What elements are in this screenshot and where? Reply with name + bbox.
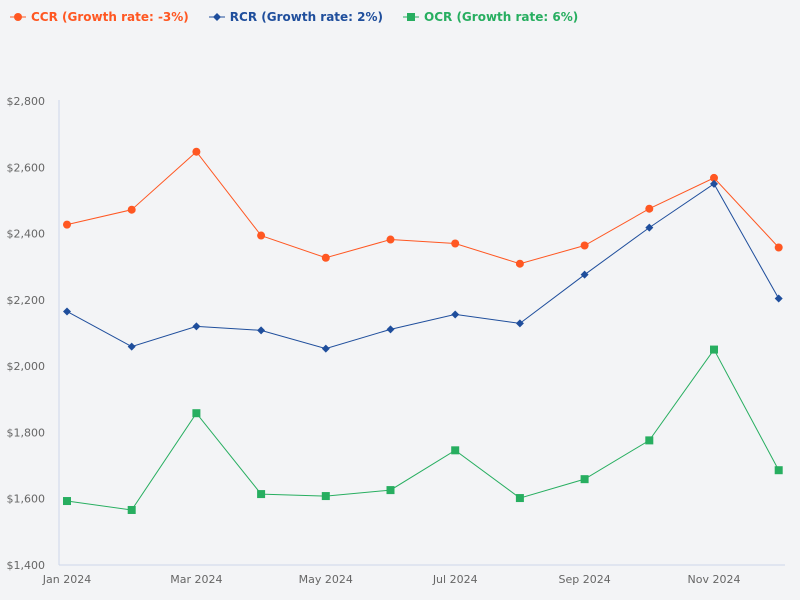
data-point bbox=[451, 310, 460, 319]
data-point bbox=[192, 322, 201, 331]
data-point bbox=[127, 205, 136, 214]
data-point bbox=[515, 494, 524, 503]
data-point bbox=[386, 235, 395, 244]
data-point bbox=[515, 319, 524, 328]
data-point bbox=[63, 307, 71, 316]
y-tick-label: $1,800 bbox=[7, 426, 46, 439]
x-tick-label: Mar 2024 bbox=[170, 573, 222, 586]
data-point bbox=[321, 253, 330, 262]
data-point bbox=[580, 241, 589, 250]
data-point bbox=[63, 497, 71, 506]
data-point bbox=[580, 270, 589, 279]
y-tick-label: $2,400 bbox=[7, 228, 46, 241]
data-point bbox=[710, 173, 718, 182]
x-tick-label: May 2024 bbox=[299, 573, 353, 586]
data-point bbox=[386, 325, 395, 334]
legend-item[interactable]: RCR (Growth rate: 2%) bbox=[208, 10, 384, 24]
series-line bbox=[66, 150, 780, 265]
data-point bbox=[192, 409, 201, 418]
data-point bbox=[257, 490, 266, 499]
y-tick-label: $2,200 bbox=[7, 294, 46, 307]
legend-label: CCR (Growth rate: -3%) bbox=[31, 10, 189, 24]
legend-label: OCR (Growth rate: 6%) bbox=[424, 10, 579, 24]
x-tick-label: Jan 2024 bbox=[42, 573, 91, 586]
data-point bbox=[710, 179, 718, 188]
data-point bbox=[645, 223, 654, 232]
circle-marker-icon bbox=[10, 13, 26, 21]
legend: CCR (Growth rate: -3%) RCR (Growth rate: … bbox=[10, 10, 578, 24]
x-tick-label: Nov 2024 bbox=[688, 573, 741, 586]
legend-item[interactable]: CCR (Growth rate: -3%) bbox=[10, 10, 189, 24]
data-point bbox=[710, 345, 718, 354]
diamond-marker-icon bbox=[208, 13, 225, 21]
series-line bbox=[66, 348, 780, 511]
y-tick-label: $2,000 bbox=[7, 360, 46, 373]
data-point bbox=[515, 259, 524, 268]
legend-label: RCR (Growth rate: 2%) bbox=[229, 10, 384, 24]
square-marker-icon bbox=[403, 13, 420, 21]
x-tick-label: Sep 2024 bbox=[558, 573, 610, 586]
data-point bbox=[774, 294, 783, 303]
data-point bbox=[257, 326, 266, 335]
y-tick-label: $2,600 bbox=[7, 161, 46, 174]
data-point bbox=[580, 475, 589, 484]
data-point bbox=[386, 486, 395, 495]
data-point bbox=[257, 231, 266, 240]
y-tick-label: $1,600 bbox=[7, 493, 46, 506]
data-point bbox=[192, 147, 201, 156]
data-point bbox=[774, 243, 783, 252]
data-point bbox=[774, 466, 783, 475]
y-tick-label: $1,400 bbox=[7, 559, 46, 572]
data-point bbox=[321, 344, 330, 353]
data-point bbox=[127, 505, 136, 514]
data-point bbox=[127, 342, 136, 351]
data-point bbox=[321, 492, 330, 501]
y-tick-label: $2,800 bbox=[7, 95, 46, 108]
legend-item[interactable]: OCR (Growth rate: 6%) bbox=[403, 10, 578, 24]
series-line bbox=[66, 183, 780, 350]
data-point bbox=[451, 239, 460, 248]
x-tick-label: Jul 2024 bbox=[432, 573, 478, 586]
data-point bbox=[63, 220, 71, 229]
data-point bbox=[451, 446, 460, 455]
data-point bbox=[645, 204, 654, 213]
data-point bbox=[645, 436, 654, 445]
